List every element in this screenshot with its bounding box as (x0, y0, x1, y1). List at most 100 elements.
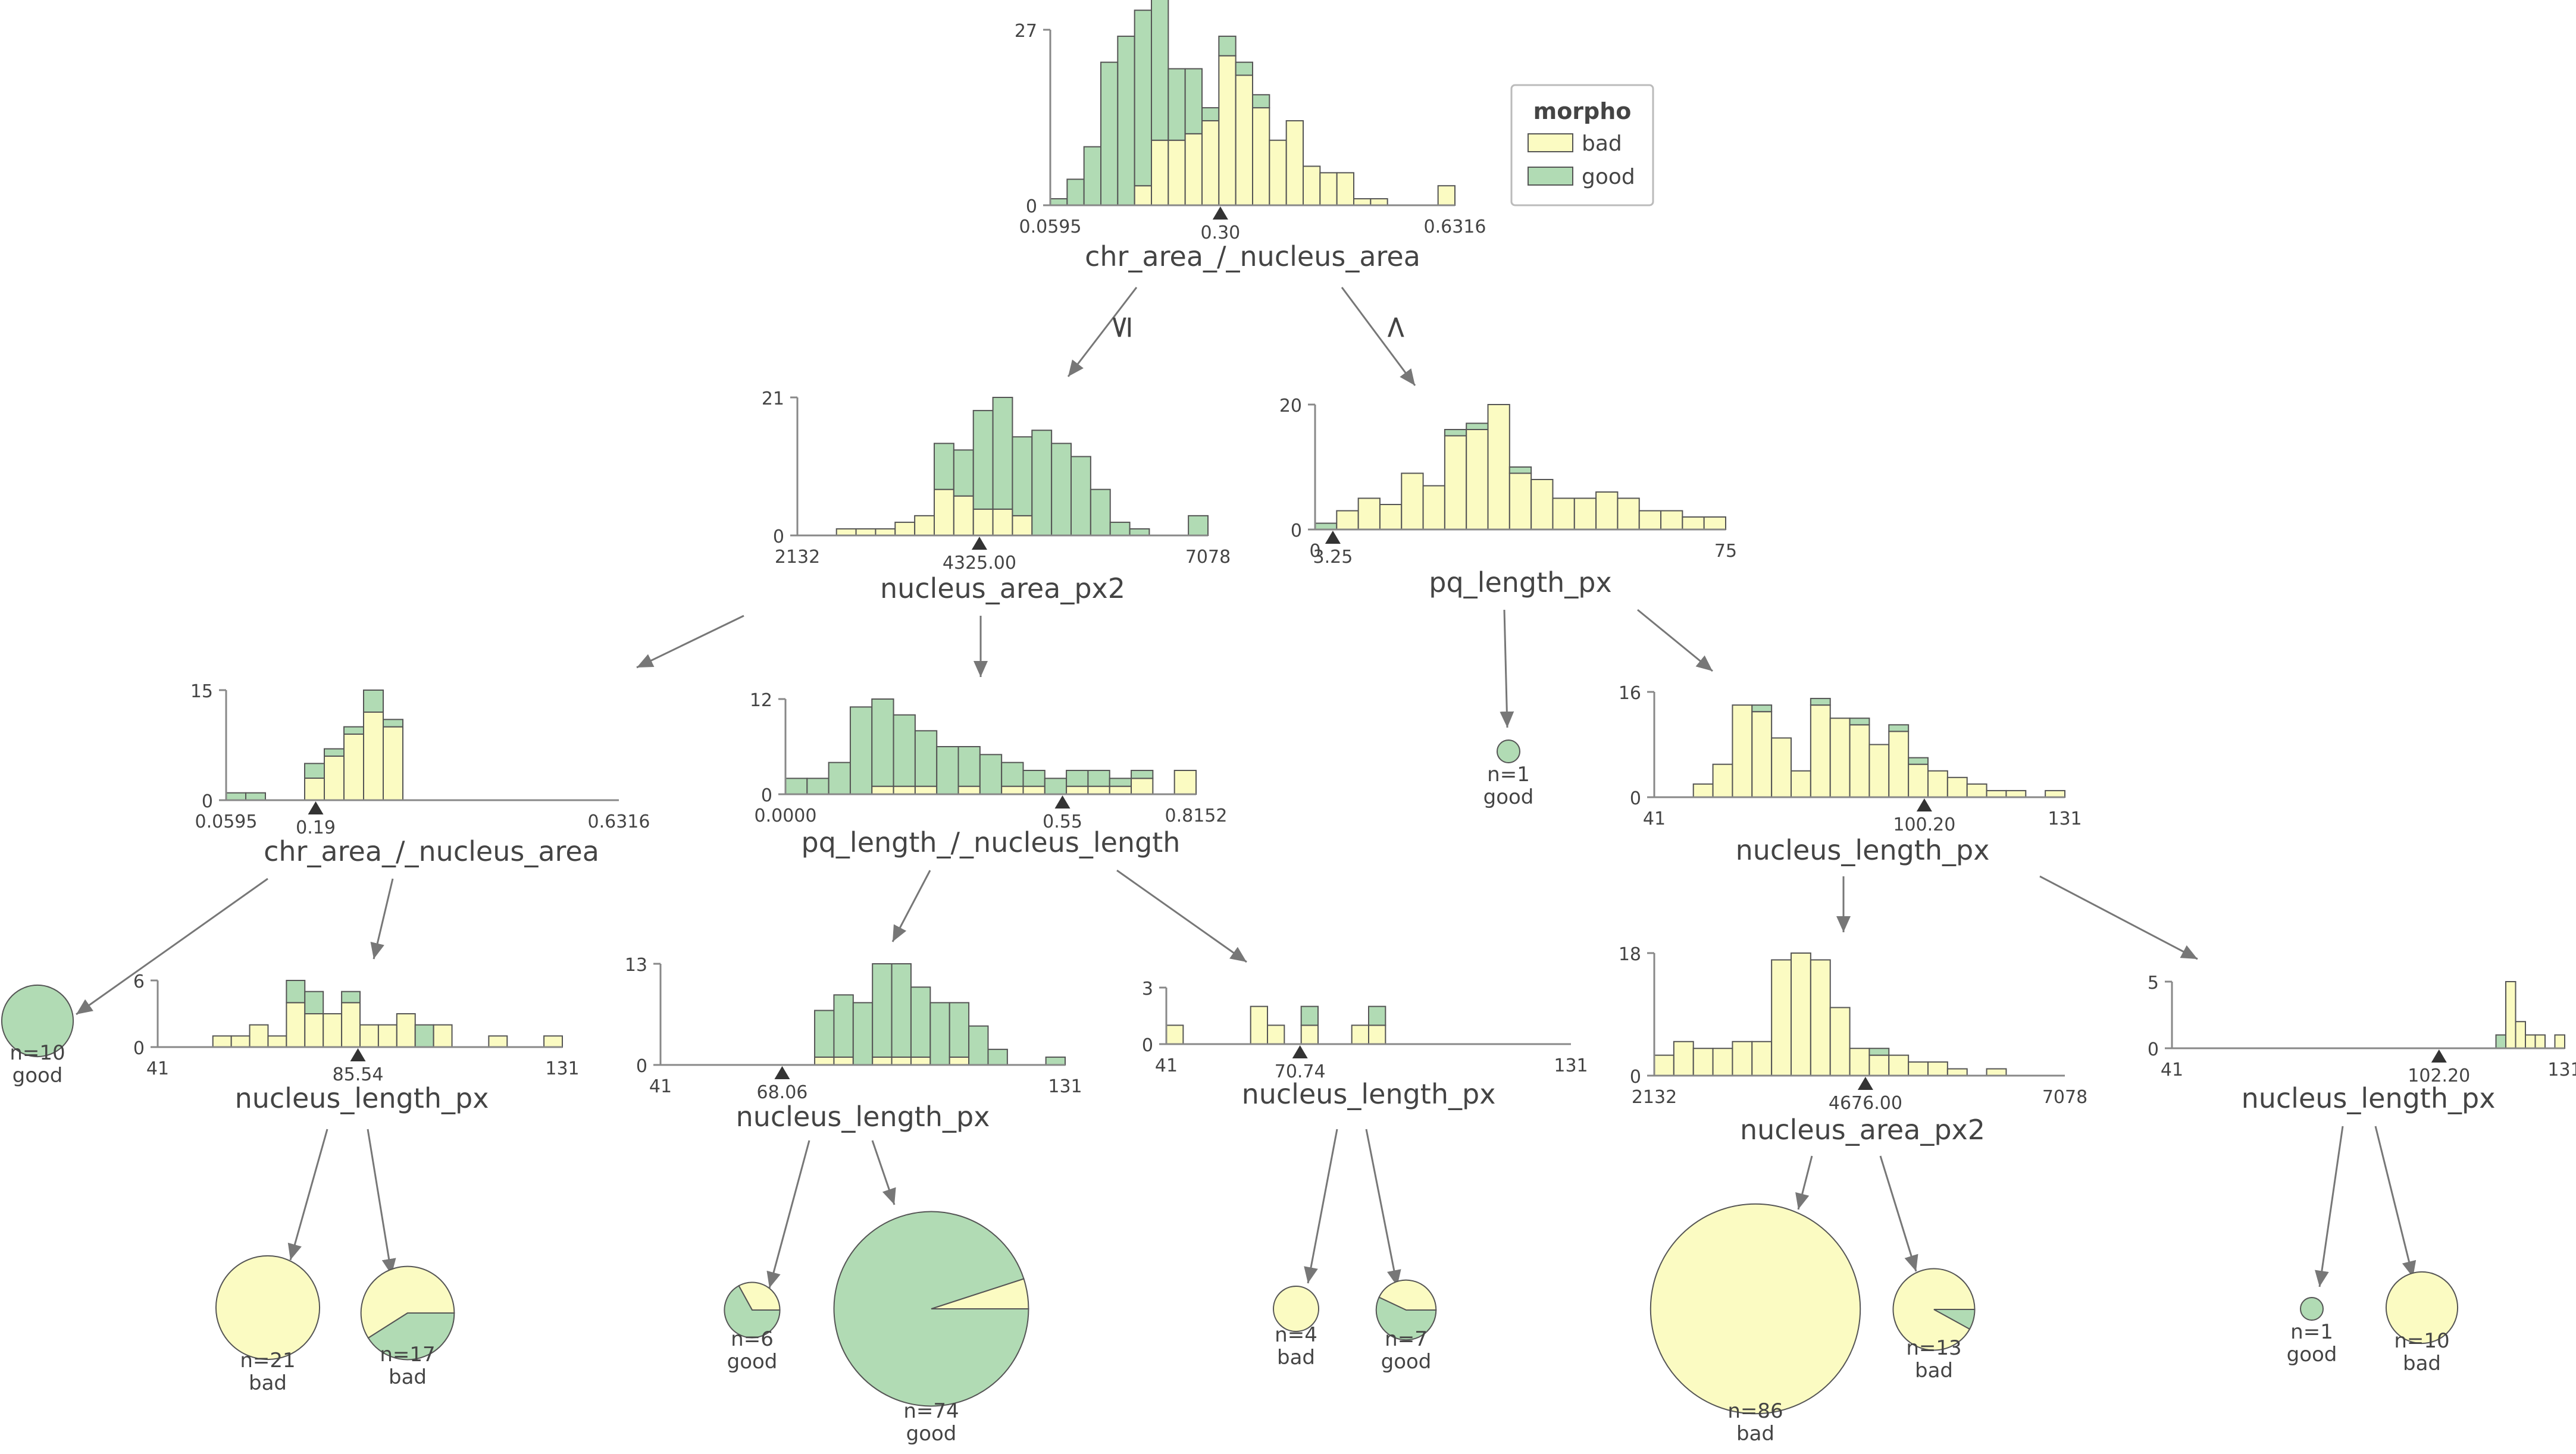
hist-bar-bad (1712, 763, 1733, 798)
leaf-class-label: good (1483, 785, 1534, 809)
tree-edge-arrow (871, 1140, 896, 1205)
hist-bar-good (1044, 778, 1068, 795)
hist-bar-bad (1888, 731, 1910, 798)
legend-label-good: good (1582, 165, 1635, 189)
hist-bar-good (1235, 61, 1254, 76)
hist-bar-bad (914, 515, 935, 536)
hist-bar-good (1012, 436, 1033, 516)
hist-bar-good (1466, 422, 1489, 430)
split-feature-label: nucleus_length_px (2242, 1082, 2496, 1114)
hist-bar-good (949, 1002, 970, 1058)
hist-bar-good (2495, 1034, 2506, 1049)
leaf-pie-slice-good (2300, 1297, 2324, 1321)
hist-bar-good (1300, 1005, 1319, 1026)
legend-swatch-bad (1528, 133, 1573, 152)
hist-bar-good (1252, 94, 1270, 109)
tree-edge-arrow (2374, 1126, 2417, 1278)
hist-bar-bad (2525, 1034, 2536, 1049)
hist-bar-bad (304, 778, 325, 801)
hist-bar-bad (1401, 472, 1424, 530)
leaf-class-label: good (906, 1422, 957, 1446)
x-max-label: 0.8152 (1165, 806, 1228, 826)
hist-bar-good (1908, 757, 1929, 765)
hist-bar-good (872, 963, 893, 1058)
hist-bar-bad (249, 1024, 269, 1048)
hist-bar-bad (1868, 1054, 1890, 1076)
y-tick-label-zero: 0 (202, 791, 213, 812)
split-feature-label: pq_length_px (1429, 566, 1611, 598)
hist-bar-bad (1654, 1054, 1674, 1076)
hist-bar-bad (1437, 185, 1456, 206)
hist-bar-good (1810, 698, 1831, 706)
hist-bar-bad (267, 1035, 287, 1048)
hist-bar-good (1188, 515, 1209, 536)
split-threshold-marker (1857, 1077, 1873, 1090)
x-min-label: 0 (1309, 541, 1320, 562)
hist-bar-good (891, 963, 912, 1058)
hist-bar-bad (1849, 1048, 1870, 1076)
tree-edge-arrow (1067, 287, 1138, 377)
hist-bar-bad (894, 521, 916, 537)
hist-bar-good (1131, 770, 1154, 779)
hist-bar-good (1051, 443, 1072, 536)
hist-bar-good (286, 980, 306, 1004)
hist-bar-bad (855, 528, 877, 537)
hist-bar-good (304, 991, 324, 1014)
leaf-pie-slice-good (1375, 1296, 1437, 1341)
legend-label-bad: bad (1582, 131, 1622, 156)
hist-bar-good (1117, 35, 1135, 206)
hist-bar-bad (1487, 404, 1510, 530)
leaf-count-label: n=21 (240, 1349, 295, 1372)
hist-bar-bad (433, 1024, 453, 1048)
split-threshold-label: 4325.00 (943, 553, 1016, 574)
leaf-class-label: bad (1915, 1359, 1953, 1383)
tree-edge-arrow (370, 878, 394, 960)
hist-bar-bad (543, 1035, 563, 1048)
split-threshold-marker (1325, 531, 1341, 544)
hist-bar-bad (1682, 516, 1705, 530)
hist-bar-bad (1829, 1007, 1851, 1076)
hist-bar-good (785, 778, 808, 795)
hist-bar-good (1368, 1005, 1386, 1026)
hist-bar-bad (1151, 139, 1169, 206)
leaf-count-label: n=13 (1906, 1336, 1961, 1360)
hist-bar-bad (2534, 1034, 2546, 1049)
hist-bar-good (814, 1010, 835, 1058)
split-threshold-label: 102.20 (2408, 1066, 2470, 1086)
hist-bar-bad (1336, 172, 1355, 206)
y-tick-label-zero: 0 (1291, 521, 1302, 541)
hist-bar-bad (1379, 504, 1403, 530)
hist-bar-bad (2005, 789, 2027, 798)
hist-bar-bad (1012, 515, 1033, 536)
hist-bar-bad (1131, 778, 1154, 795)
split-node-root: 27 00.0595 0.6316 0.30chr_area_/_nucleus_ar… (1015, 0, 1486, 272)
hist-bar-good (1751, 704, 1773, 713)
hist-bar-good (871, 698, 894, 787)
hist-bar-bad (891, 1056, 912, 1066)
leaf-pie-slice-good (367, 1312, 455, 1361)
leaf-class-label: good (2287, 1343, 2337, 1367)
legend: morpho bad good (1510, 84, 1654, 206)
hist-bar-bad (1022, 785, 1046, 795)
hist-bar-bad (1285, 120, 1304, 206)
leaf-count-label: n=6 (731, 1327, 774, 1351)
hist-bar-bad (957, 785, 981, 795)
hist-bar-good (1129, 528, 1150, 537)
split-threshold-label: 3.25 (1313, 547, 1353, 568)
hist-bar-good (1888, 724, 1910, 732)
hist-bar-good (914, 730, 938, 787)
split-feature-label: nucleus_area_px2 (880, 572, 1125, 604)
split-threshold-label: 100.20 (1893, 814, 1955, 835)
leaf-count-label: n=74 (903, 1399, 959, 1423)
hist-bar-bad (1250, 1005, 1269, 1045)
hist-bar-bad (1986, 1068, 2007, 1076)
split-feature-label: nucleus_length_px (1736, 834, 1990, 866)
hist-bar-good (1083, 146, 1101, 206)
hist-bar-bad (1868, 744, 1890, 798)
tree-edge-arrow (1304, 1129, 1338, 1284)
